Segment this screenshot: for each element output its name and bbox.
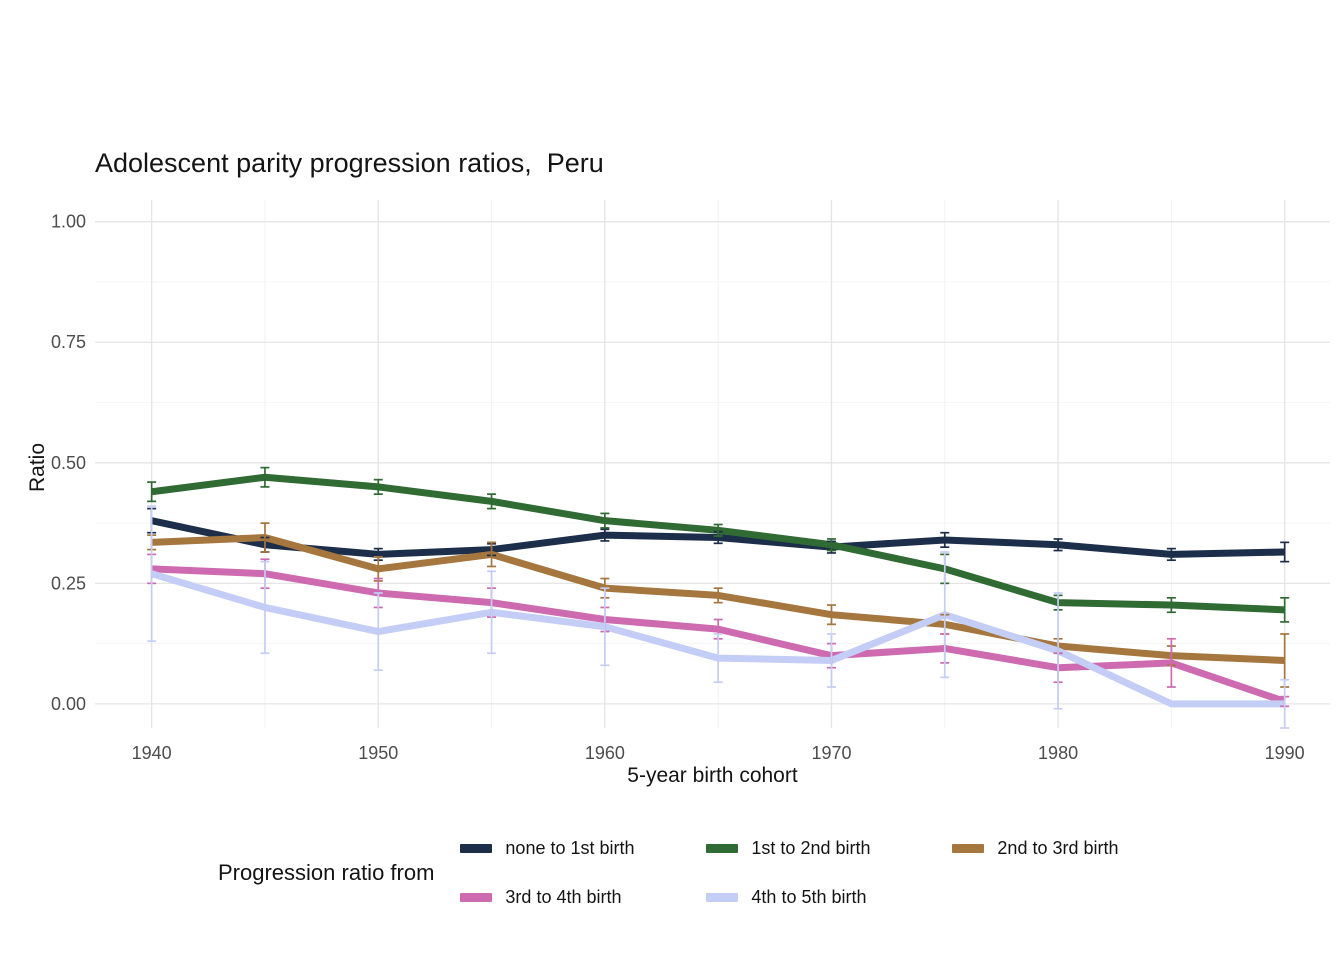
y-tick-label: 0.00 (51, 694, 86, 714)
x-tick-label: 1980 (1038, 743, 1078, 763)
legend: Progression ratio from none to 1st birth… (218, 838, 1198, 908)
y-axis-title: Ratio (26, 442, 49, 492)
legend-item-2: 1st to 2nd birth (706, 838, 952, 859)
x-tick-label: 1990 (1265, 743, 1305, 763)
legend-key-icon (706, 844, 739, 853)
legend-item-4: 3rd to 4th birth (460, 887, 706, 908)
x-tick-label: 1970 (811, 743, 851, 763)
x-tick-label: 1940 (132, 743, 172, 763)
legend-item-1: none to 1st birth (460, 838, 706, 859)
legend-key-icon (706, 893, 739, 902)
x-axis-title: 5-year birth cohort (627, 764, 798, 787)
legend-label: 1st to 2nd birth (751, 838, 871, 858)
legend-title: Progression ratio from (218, 860, 435, 885)
legend-entries: none to 1st birth 1st to 2nd birth 2nd to … (460, 838, 1198, 908)
y-tick-label: 0.25 (51, 573, 86, 593)
legend-key-icon (460, 893, 493, 902)
y-tick-label: 1.00 (51, 212, 86, 232)
legend-label: 3rd to 4th birth (505, 887, 622, 907)
y-tick-label: 0.75 (51, 332, 86, 352)
x-tick-label: 1950 (358, 743, 398, 763)
legend-key-icon (952, 844, 985, 853)
legend-key-icon (460, 844, 493, 853)
legend-label: none to 1st birth (505, 838, 635, 858)
legend-item-5: 4th to 5th birth (706, 887, 952, 908)
legend-label: 4th to 5th birth (751, 887, 867, 907)
legend-label: 2nd to 3rd birth (997, 838, 1119, 858)
chart-title: Adolescent parity progression ratios, Pe… (95, 148, 604, 178)
x-tick-label: 1960 (585, 743, 625, 763)
legend-item-3: 2nd to 3rd birth (952, 838, 1198, 859)
y-tick-label: 0.50 (51, 453, 86, 473)
